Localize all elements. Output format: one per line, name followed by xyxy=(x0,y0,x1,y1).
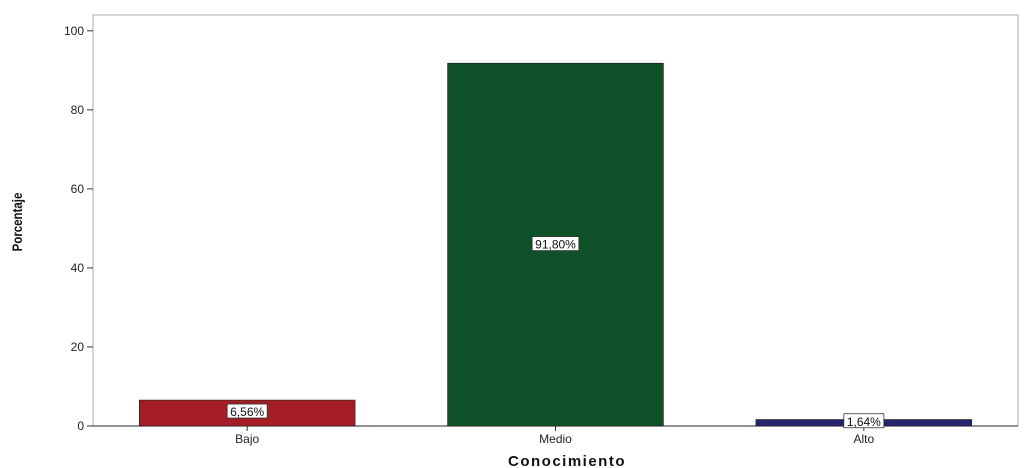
data-label-box xyxy=(531,236,580,252)
y-axis-title: Porcentaje xyxy=(9,193,25,252)
data-label-alto: 1,64% xyxy=(843,413,885,429)
y-tick-label: 40 xyxy=(71,261,85,275)
data-label-text: 1,64% xyxy=(847,415,881,429)
y-axis: 0 20 40 60 80 100 xyxy=(64,24,93,433)
data-label-text: 6,56% xyxy=(230,405,264,419)
data-label-text: 91,80% xyxy=(535,238,576,252)
data-labels: 6,56% 91,80% 1,64% xyxy=(226,236,885,429)
data-label-bajo: 6,56% xyxy=(226,403,268,419)
x-axis-title: Conocimiento xyxy=(508,453,626,468)
y-tick-label: 60 xyxy=(71,182,85,196)
y-tick-label: 100 xyxy=(64,24,84,38)
x-axis: Bajo Medio Alto xyxy=(93,425,1018,446)
data-label-medio: 91,80% xyxy=(531,236,580,252)
data-label-box xyxy=(843,413,885,429)
y-tick-label: 0 xyxy=(77,419,84,433)
y-tick-label: 20 xyxy=(71,340,85,354)
y-tick-label: 80 xyxy=(71,103,85,117)
x-tick-label-medio: Medio xyxy=(539,432,572,446)
x-tick-label-alto: Alto xyxy=(853,432,874,446)
x-tick-label-bajo: Bajo xyxy=(235,432,259,446)
data-label-box xyxy=(226,403,268,419)
